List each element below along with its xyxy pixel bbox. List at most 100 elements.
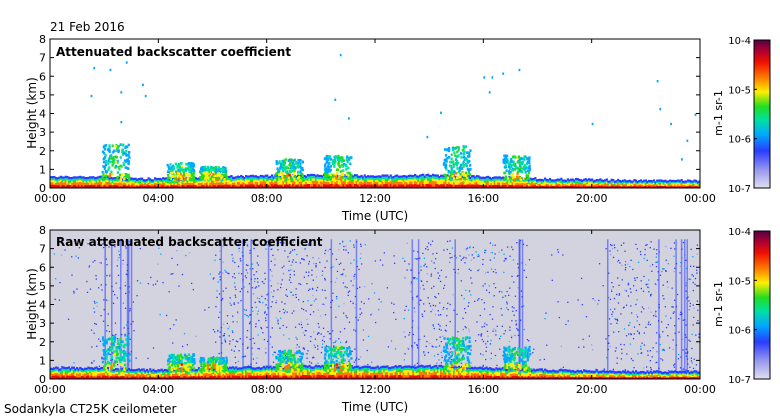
noise-pixel	[306, 318, 308, 321]
noise-pixel	[331, 299, 334, 302]
cloud-cell	[452, 173, 456, 177]
noise-pixel	[456, 313, 458, 315]
bl-cell	[386, 186, 389, 188]
bl-cell	[292, 178, 295, 182]
bl-cell	[202, 182, 205, 185]
noise-pixel	[93, 332, 95, 334]
bl-cell	[537, 179, 540, 182]
cloud-cell	[333, 155, 336, 159]
bl-cell	[79, 186, 82, 188]
bl-cell	[453, 186, 456, 188]
noise-pixel	[476, 321, 478, 323]
bl-cell	[170, 181, 173, 183]
noise-pixel	[157, 263, 159, 265]
bl-cell	[508, 178, 511, 181]
noise-pixel	[364, 286, 366, 288]
bl-cell	[358, 178, 361, 181]
noise-pixel	[512, 259, 515, 261]
bl-cell	[321, 184, 324, 187]
colorbar-gradient	[753, 39, 771, 189]
bl-cell	[238, 176, 241, 179]
noise-pixel	[491, 251, 494, 254]
bl-cell	[628, 186, 631, 188]
noise-pixel	[479, 353, 482, 355]
noise-pixel	[229, 242, 231, 244]
cloud-cell	[120, 165, 123, 168]
bl-cell	[63, 178, 66, 181]
bl-cell	[58, 182, 61, 185]
bl-cell	[392, 182, 396, 185]
cloud-cell	[176, 166, 179, 169]
bl-cell	[464, 182, 467, 185]
noise-pixel	[406, 269, 408, 271]
bl-cell	[352, 177, 355, 180]
bl-cell	[326, 177, 329, 180]
noise-pixel	[636, 316, 639, 318]
bl-cell	[665, 182, 669, 184]
bl-cell	[100, 184, 103, 187]
bl-cell	[574, 177, 578, 181]
bl-cell	[165, 181, 168, 183]
cloud-cell	[124, 160, 128, 163]
cloud-cell	[517, 167, 520, 171]
noise-pixel	[665, 259, 667, 261]
cloud-cell	[523, 157, 526, 161]
bl-cell	[349, 174, 352, 177]
noise-pixel	[562, 366, 565, 368]
noise-pixel	[321, 270, 324, 272]
bl-cell	[152, 184, 155, 186]
noise-pixel	[324, 249, 327, 252]
bl-cell	[51, 176, 54, 179]
noise-pixel	[674, 332, 676, 335]
noise-pixel	[359, 286, 361, 288]
cloud-cell	[289, 169, 292, 173]
cloud-cell	[275, 172, 278, 176]
bl-cell	[591, 180, 594, 183]
noise-pixel	[318, 326, 320, 328]
cloud-cell	[527, 177, 530, 181]
bl-cell	[626, 183, 630, 185]
noise-pixel	[358, 268, 360, 271]
noise-pixel	[649, 323, 651, 326]
bl-cell	[66, 182, 69, 185]
noise-pixel	[522, 243, 525, 246]
bl-cell	[477, 175, 480, 178]
bl-cell	[77, 186, 80, 188]
bl-cell	[155, 180, 158, 182]
bl-cell	[126, 181, 129, 183]
bl-cell	[487, 186, 490, 188]
cloud-cell	[204, 175, 207, 179]
cloud-cell	[111, 144, 114, 148]
bl-cell	[76, 186, 79, 188]
noise-pixel	[237, 245, 240, 247]
bl-cell	[448, 180, 451, 183]
noise-pixel	[488, 291, 491, 294]
noise-pixel	[659, 343, 661, 346]
bl-cell	[612, 182, 615, 184]
bl-cell	[368, 177, 371, 180]
noise-pixel	[685, 259, 687, 261]
noise-pixel	[446, 314, 448, 317]
bl-cell	[609, 186, 612, 188]
bl-cell	[163, 177, 166, 180]
bl-cell	[581, 181, 584, 184]
cloud-cell	[292, 173, 295, 176]
noise-pixel	[115, 333, 117, 336]
bl-cell	[277, 180, 280, 183]
noise-pixel	[117, 274, 120, 277]
bl-cell	[558, 186, 561, 188]
bl-cell	[651, 183, 654, 185]
sparse-echo	[347, 117, 350, 120]
bl-cell	[350, 179, 353, 182]
bl-cell	[394, 186, 397, 188]
cloud-cell	[503, 157, 507, 161]
bl-cell	[352, 181, 355, 185]
cloud-cell	[125, 149, 128, 153]
bl-cell	[106, 184, 110, 187]
noise-pixel	[327, 345, 329, 348]
noise-pixel	[647, 286, 650, 289]
noise-pixel	[362, 329, 365, 331]
cloud-cell	[118, 173, 122, 177]
noise-pixel	[289, 252, 291, 255]
noise-pixel	[73, 362, 75, 364]
